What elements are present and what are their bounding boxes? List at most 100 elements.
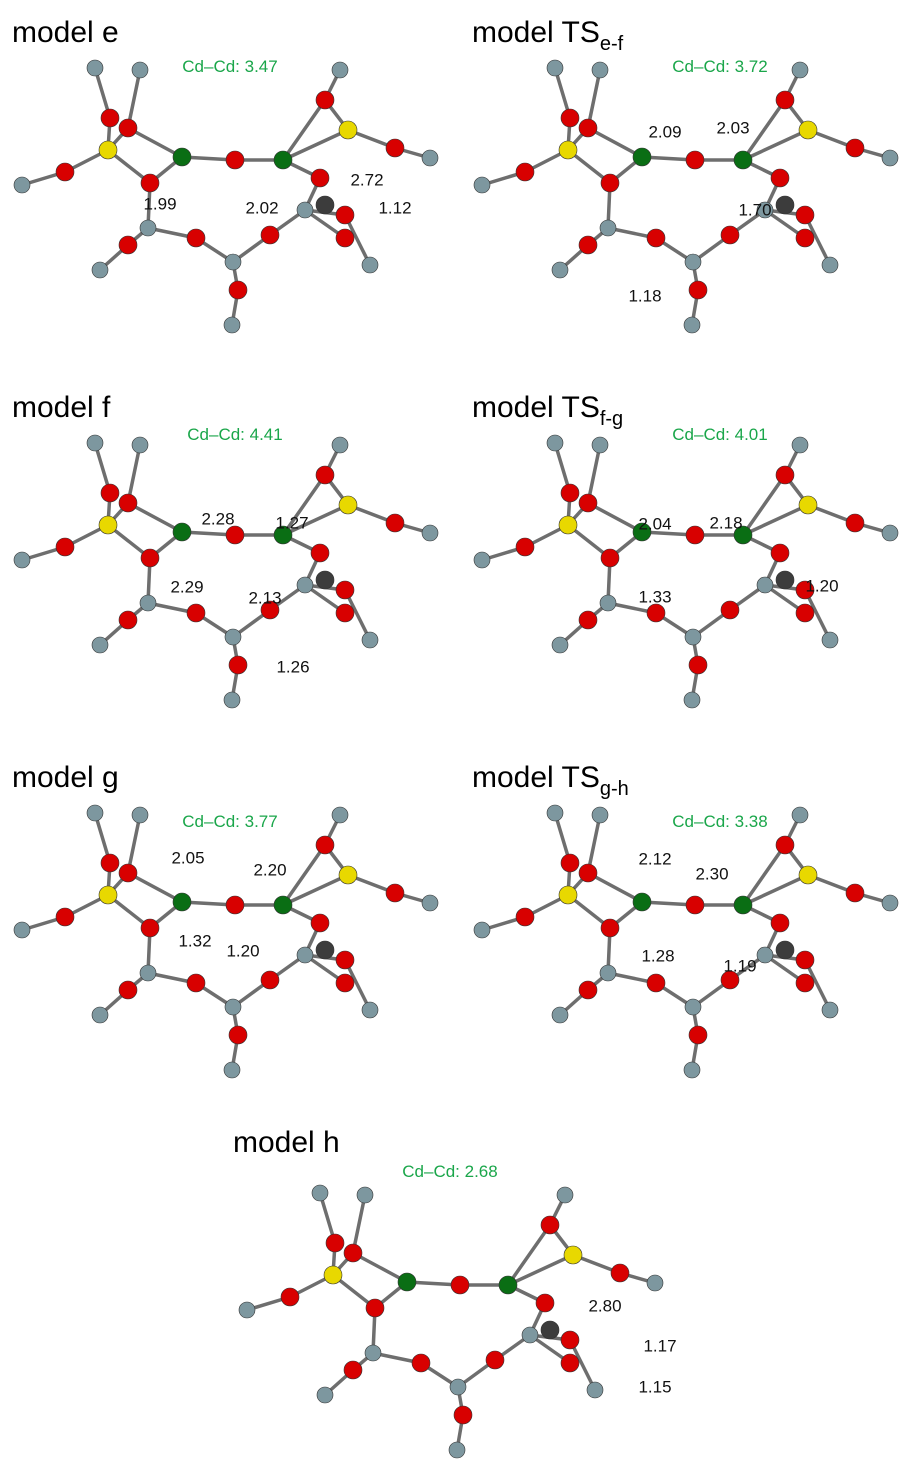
- panel: model TSe-fCd–Cd: 3.722.092.031.701.18: [472, 16, 898, 333]
- atom: [365, 1345, 381, 1361]
- atom: [187, 974, 205, 992]
- atom: [326, 1234, 344, 1252]
- bond-length: 1.18: [628, 286, 661, 305]
- atom: [561, 1354, 579, 1372]
- atom: [846, 139, 864, 157]
- atom: [274, 896, 292, 914]
- panel-title-text: model e: [12, 16, 119, 49]
- atom: [579, 119, 597, 137]
- cd-cd-distance: Cd–Cd: 3.47: [182, 57, 277, 76]
- atom: [140, 965, 156, 981]
- atom: [721, 601, 739, 619]
- atom: [796, 604, 814, 622]
- atom: [611, 1264, 629, 1282]
- atom: [119, 494, 137, 512]
- atom: [297, 947, 313, 963]
- atom: [684, 692, 700, 708]
- bond-length: 2.30: [695, 864, 728, 883]
- panel: model gCd–Cd: 3.772.052.201.321.20: [12, 761, 438, 1078]
- atom: [366, 1299, 384, 1317]
- atom: [324, 1266, 342, 1284]
- atom: [689, 281, 707, 299]
- cd-cd-distance: Cd–Cd: 3.72: [672, 57, 767, 76]
- atom: [757, 947, 773, 963]
- cd-cd-distance: Cd–Cd: 3.77: [182, 812, 277, 831]
- atom: [776, 836, 794, 854]
- panel-title: model TSf-g: [472, 391, 623, 430]
- atom: [339, 866, 357, 884]
- panel-title: model TSg-h: [472, 761, 629, 800]
- atom: [796, 229, 814, 247]
- atom: [579, 981, 597, 999]
- atom: [792, 437, 808, 453]
- atom: [689, 1026, 707, 1044]
- atom: [771, 169, 789, 187]
- atom: [536, 1294, 554, 1312]
- atom: [56, 908, 74, 926]
- atom: [684, 1062, 700, 1078]
- atom: [92, 1007, 108, 1023]
- atom: [757, 577, 773, 593]
- atom: [592, 437, 608, 453]
- atom: [685, 999, 701, 1015]
- atom: [311, 914, 329, 932]
- atom: [119, 236, 137, 254]
- molecule: [474, 435, 898, 708]
- bond-length: 1.32: [178, 931, 211, 950]
- atom: [792, 62, 808, 78]
- atom: [734, 151, 752, 169]
- atom: [822, 257, 838, 273]
- panel-title: model h: [233, 1126, 340, 1159]
- atom: [552, 637, 568, 653]
- atom: [119, 611, 137, 629]
- atom: [601, 919, 619, 937]
- atom: [336, 951, 354, 969]
- atom: [224, 692, 240, 708]
- atom: [225, 629, 241, 645]
- atom: [579, 864, 597, 882]
- atom: [799, 121, 817, 139]
- atom: [685, 254, 701, 270]
- atom: [224, 317, 240, 333]
- bond-length: 1.20: [805, 576, 838, 595]
- panel-title-text: model h: [233, 1126, 340, 1159]
- bond-length: 1.19: [723, 956, 756, 975]
- bond-length: 2.20: [253, 860, 286, 879]
- atom: [601, 174, 619, 192]
- bond-length: 1.33: [638, 587, 671, 606]
- panel-title-subscript: e-f: [600, 33, 624, 55]
- atom: [225, 254, 241, 270]
- atom: [132, 437, 148, 453]
- atom: [173, 523, 191, 541]
- atom: [559, 141, 577, 159]
- atom: [516, 163, 534, 181]
- atom: [647, 974, 665, 992]
- atom: [561, 1331, 579, 1349]
- atom: [99, 886, 117, 904]
- atom: [386, 884, 404, 902]
- bond-length: 1.70: [738, 200, 771, 219]
- cd-cd-distance: Cd–Cd: 2.68: [402, 1162, 497, 1181]
- atom: [882, 150, 898, 166]
- atom: [450, 1379, 466, 1395]
- atom: [734, 896, 752, 914]
- atom: [386, 514, 404, 532]
- atom: [362, 257, 378, 273]
- molecule: [474, 60, 898, 333]
- atom: [344, 1244, 362, 1262]
- panel-title-text: model TS: [472, 16, 600, 49]
- bond-length: 2.80: [588, 1296, 621, 1315]
- atom: [557, 1187, 573, 1203]
- atom: [601, 549, 619, 567]
- atom: [541, 1216, 559, 1234]
- bond-length: 1.12: [378, 198, 411, 217]
- atom: [592, 62, 608, 78]
- atom: [776, 196, 794, 214]
- atom: [559, 886, 577, 904]
- atom: [522, 1327, 538, 1343]
- panel-title-text: model TS: [472, 391, 600, 424]
- bond-length: 1.15: [638, 1377, 671, 1396]
- atom: [14, 922, 30, 938]
- atom: [882, 525, 898, 541]
